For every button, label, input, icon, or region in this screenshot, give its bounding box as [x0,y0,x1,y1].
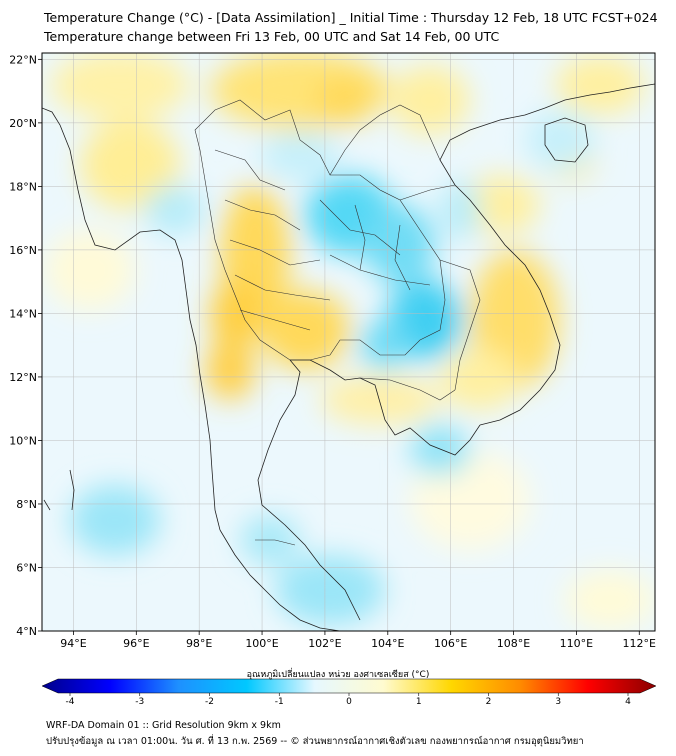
tick-label-lon: 104°E [371,637,404,650]
tick-label-lat: 4°N [16,625,37,638]
tick-label-lon: 106°E [434,637,467,650]
tick-label-lon: 96°E [123,637,149,650]
tick-label-lon: 98°E [186,637,212,650]
colorbar-tick-label: 4 [625,697,631,707]
coastlines [42,83,655,631]
tick-label-lon: 100°E [245,637,278,650]
tick-label-lon: 94°E [60,637,86,650]
footer-update-info: ปรับปรุงข้อมูล ณ เวลา 01:00น. วัน ศ. ที่… [46,736,584,747]
colorbar-tick-label: -3 [135,697,144,707]
axis-ticks: 94°E 96°E 98°E 100°E 102°E 104°E 106°E 108°E 110… [9,53,656,650]
colorbar-tick-label: 3 [555,697,561,707]
tick-label-lat: 6°N [16,561,37,574]
tick-label-lat: 10°N [9,434,37,447]
tick-label-lat: 8°N [16,498,37,511]
temperature-field [42,53,655,631]
colorbar-ticks: -4 -3 -2 -1 0 1 2 3 4 [66,693,631,707]
tick-label-lat: 12°N [9,371,37,384]
tick-label-lon: 112°E [623,637,656,650]
colorbar-tick-label: -4 [66,697,75,707]
colorbar-scale [41,678,657,694]
tick-label-lat: 16°N [9,244,37,257]
tick-label-lat: 18°N [9,180,37,193]
tick-label-lon: 108°E [497,637,530,650]
colorbar-tick-label: -1 [275,697,284,707]
map-gridlines [42,53,655,631]
colorbar: -4 -3 -2 -1 0 1 2 3 4 [41,678,657,707]
tick-label-lat: 22°N [9,53,37,66]
chart-title-line-2: Temperature change between Fri 13 Feb, 0… [44,29,500,44]
chart-title-line-1: Temperature Change (°C) - [Data Assimila… [44,10,658,25]
tick-label-lat: 14°N [9,307,37,320]
map-frame [41,52,656,632]
tick-label-lon: 102°E [308,637,341,650]
tick-label-lat: 20°N [9,117,37,130]
colorbar-tick-label: -2 [205,697,214,707]
footer-model-info: WRF-DA Domain 01 :: Grid Resolution 9km … [46,720,281,731]
colorbar-tick-label: 0 [346,697,352,707]
colorbar-tick-label: 1 [416,697,422,707]
tick-label-lon: 110°E [560,637,593,650]
country-borders [194,99,481,546]
colorbar-tick-label: 2 [486,697,492,707]
colorbar-title: อุณหภูมิเปลี่ยนแปลง หน่วย องศาเซลเซียส (… [246,670,430,680]
